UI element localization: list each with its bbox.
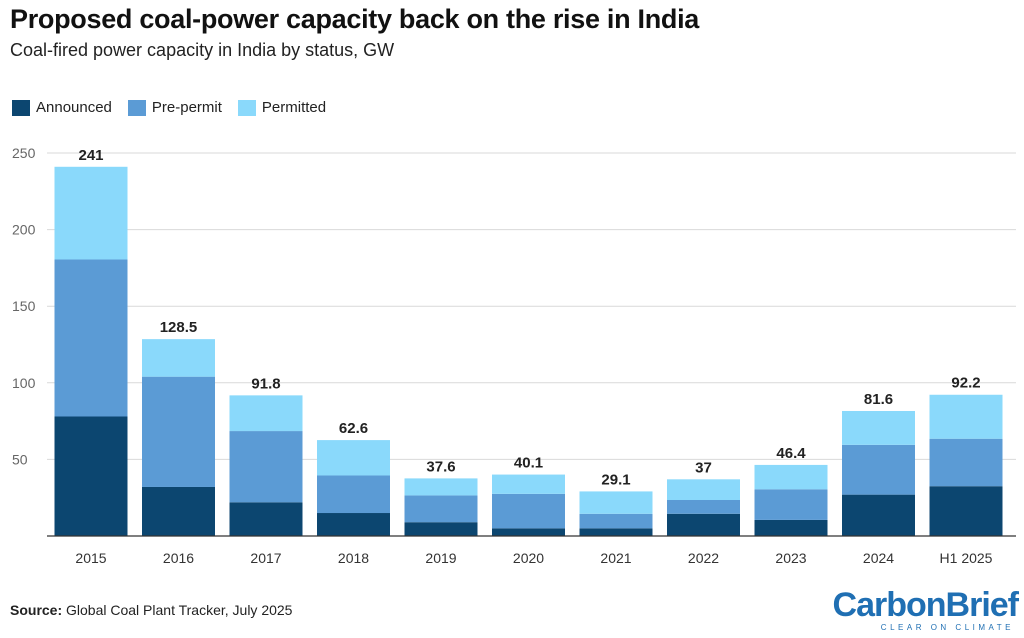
- bar-announced-2017: [229, 502, 303, 536]
- bar-permitted-2023: [754, 464, 828, 490]
- bar-pre-permit-2018: [317, 475, 390, 514]
- bar-pre-permit-2016: [142, 376, 215, 487]
- total-label-2021: 29.1: [601, 471, 630, 488]
- bar-permitted-2016: [142, 339, 215, 377]
- legend: Announced Pre-permit Permitted: [12, 99, 326, 116]
- legend-item-pre-permit: Pre-permit: [127, 99, 222, 116]
- bar-pre-permit-2023: [754, 489, 828, 520]
- total-label-2018: 62.6: [339, 420, 368, 437]
- total-label-2016: 128.5: [160, 319, 198, 336]
- legend-label-pre-permit: Pre-permit: [151, 99, 222, 116]
- y-tick-label-50: 50: [12, 451, 28, 467]
- x-tick-label-2021: 2021: [600, 550, 631, 566]
- bar-permitted-2017: [229, 395, 303, 432]
- source-text: Global Coal Plant Tracker, July 2025: [66, 602, 293, 618]
- bar-pre-permit-h1-2025: [929, 438, 1003, 487]
- bar-permitted-2021: [579, 491, 653, 514]
- x-tick-label-2020: 2020: [513, 550, 544, 566]
- bar-permitted-2015: [54, 166, 128, 260]
- total-label-2015: 241: [78, 147, 103, 164]
- legend-item-permitted: Permitted: [237, 99, 327, 116]
- total-label-2020: 40.1: [514, 455, 543, 472]
- bar-permitted-h1-2025: [929, 394, 1003, 439]
- y-tick-label-100: 100: [12, 375, 36, 391]
- total-label-2022: 37: [695, 459, 712, 476]
- y-tick-label-250: 250: [12, 145, 36, 161]
- bar-announced-2018: [317, 513, 390, 536]
- bar-announced-h1-2025: [929, 486, 1003, 536]
- x-tick-label-2016: 2016: [163, 550, 194, 566]
- bar-permitted-2019: [404, 478, 478, 496]
- bar-pre-permit-2020: [492, 493, 565, 529]
- source-label: Source:: [10, 602, 63, 618]
- bar-pre-permit-2024: [842, 444, 915, 495]
- bar-announced-2016: [142, 486, 215, 536]
- x-tick-label-2022: 2022: [688, 550, 719, 566]
- source-note: Source: Global Coal Plant Tracker, July …: [10, 602, 292, 618]
- total-label-2017: 91.8: [251, 375, 280, 392]
- bar-announced-2020: [492, 528, 565, 536]
- x-tick-label-h1-2025: H1 2025: [940, 550, 993, 566]
- x-tick-label-2018: 2018: [338, 550, 369, 566]
- x-tick-label-2015: 2015: [75, 550, 106, 566]
- bar-announced-2021: [579, 528, 653, 536]
- brand-name: CarbonBrief: [832, 586, 1019, 624]
- chart-title: Proposed coal-power capacity back on the…: [10, 4, 699, 34]
- total-label-2023: 46.4: [776, 445, 806, 462]
- legend-swatch-permitted: [237, 99, 256, 116]
- bar-announced-2015: [54, 416, 128, 536]
- x-tick-label-2023: 2023: [775, 550, 806, 566]
- legend-swatch-announced: [12, 99, 30, 116]
- legend-swatch-pre-permit: [127, 99, 146, 116]
- bar-pre-permit-2022: [667, 499, 740, 514]
- brand-carbon: Carbon: [832, 586, 947, 624]
- bar-announced-2023: [754, 519, 828, 536]
- stacked-bar-chart: 50 100 150 200 250 241 2015 128.5 2016 91.8 2017 62…: [12, 145, 1016, 566]
- x-tick-label-2019: 2019: [425, 550, 456, 566]
- bar-pre-permit-2017: [229, 431, 303, 503]
- bar-announced-2019: [404, 522, 478, 536]
- brand-tagline: CLEAR ON CLIMATE: [880, 623, 1014, 632]
- bar-permitted-2022: [667, 479, 740, 500]
- y-tick-label-200: 200: [12, 222, 36, 238]
- bar-announced-2024: [842, 494, 915, 536]
- legend-label-permitted: Permitted: [261, 99, 327, 116]
- total-label-2019: 37.6: [426, 458, 455, 475]
- bar-permitted-2020: [492, 474, 565, 494]
- total-label-2024: 81.6: [864, 391, 893, 408]
- legend-label-announced: Announced: [36, 99, 112, 116]
- brand-brief: Brief: [945, 586, 1019, 624]
- bar-pre-permit-2015: [54, 259, 128, 417]
- bar-pre-permit-2019: [404, 495, 478, 523]
- carbon-brief-logo: CarbonBrief CLEAR ON CLIMATE: [832, 586, 1019, 632]
- legend-item-announced: Announced: [12, 99, 112, 116]
- chart-subtitle: Coal-fired power capacity in India by st…: [10, 40, 395, 60]
- bar-announced-2022: [667, 513, 740, 536]
- bar-permitted-2024: [842, 410, 915, 445]
- bar-pre-permit-2021: [579, 513, 653, 529]
- total-label-h1-2025: 92.2: [951, 375, 980, 392]
- x-tick-label-2017: 2017: [250, 550, 281, 566]
- y-tick-label-150: 150: [12, 298, 36, 314]
- x-tick-label-2024: 2024: [863, 550, 894, 566]
- bar-permitted-2018: [317, 440, 390, 476]
